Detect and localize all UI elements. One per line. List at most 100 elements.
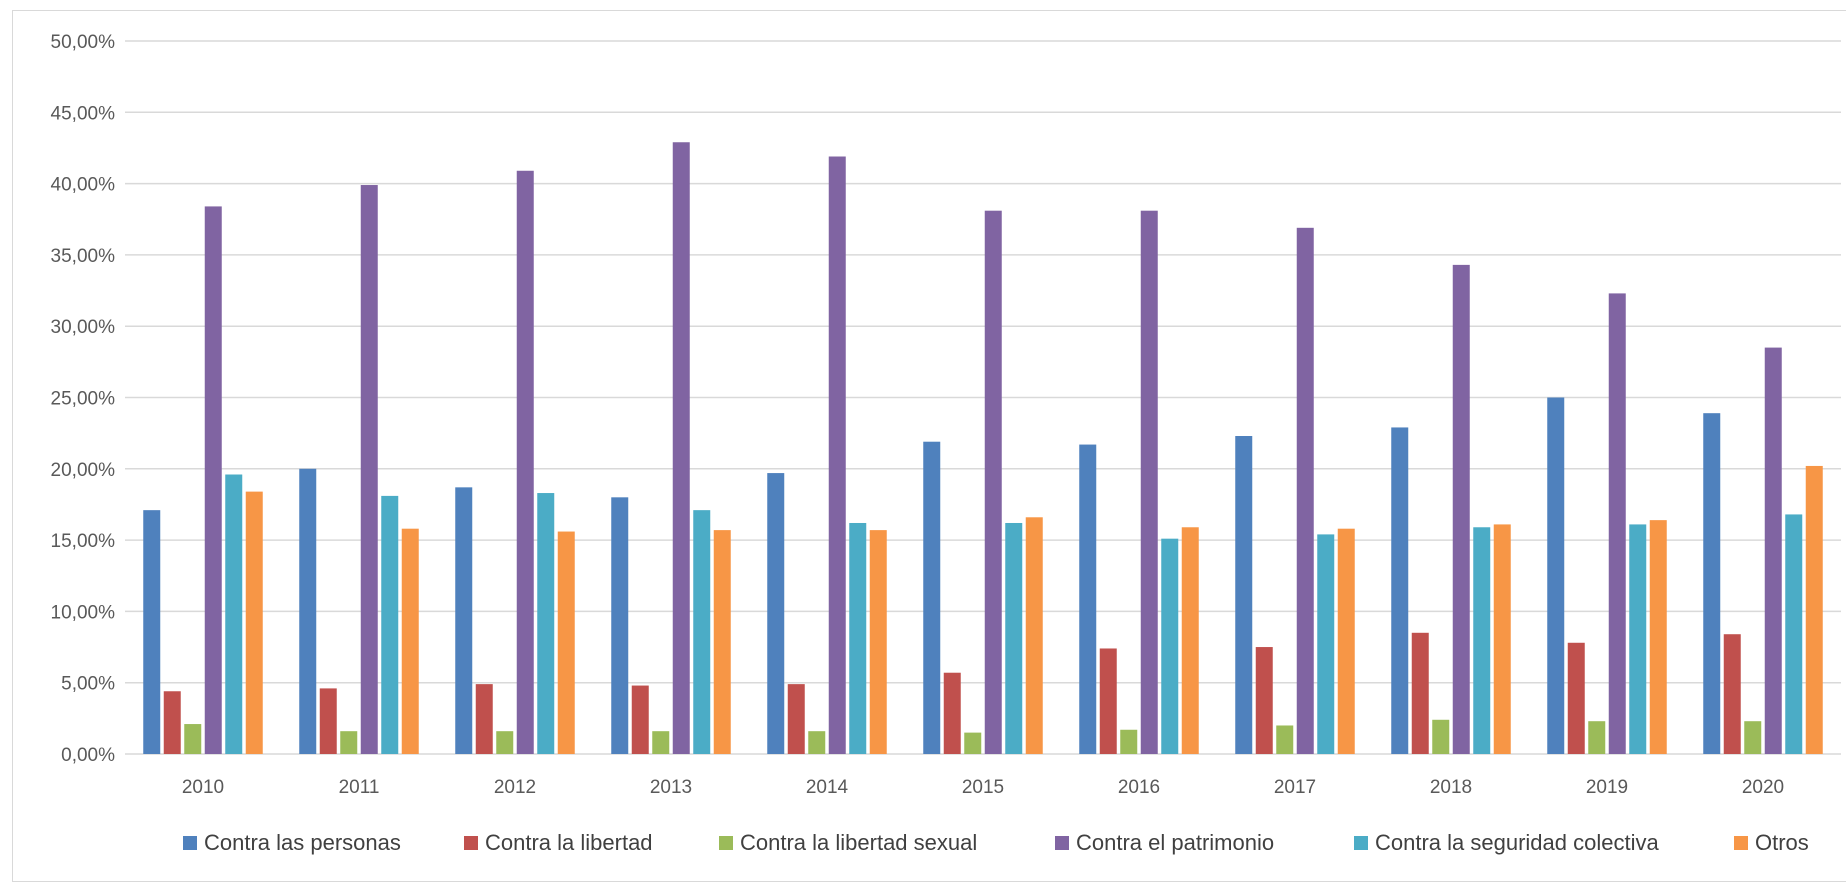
bar xyxy=(984,210,1002,755)
bar xyxy=(1493,524,1511,754)
bar xyxy=(1317,534,1335,754)
legend-swatch xyxy=(1055,836,1069,850)
bar xyxy=(631,685,649,754)
y-axis-ticks: 0,00% 5,00% 10,00% 15,00% 20,00% 25,00% 30,00%… xyxy=(51,32,116,766)
y-tick-label: 15,00% xyxy=(51,531,116,552)
bar xyxy=(1099,648,1117,754)
bar xyxy=(1764,347,1782,754)
x-tick-label: 2019 xyxy=(1586,777,1628,798)
bar xyxy=(828,156,846,755)
bar xyxy=(360,185,378,754)
bar xyxy=(672,142,690,755)
bar xyxy=(1452,264,1470,754)
x-tick-label: 2017 xyxy=(1274,777,1316,798)
legend-swatch xyxy=(1354,836,1368,850)
bar xyxy=(1337,528,1355,754)
y-tick-label: 0,00% xyxy=(61,745,115,766)
legend: Contra las personas Contra la libertad Con… xyxy=(183,830,1809,855)
legend-label: Otros xyxy=(1755,830,1809,855)
x-tick-label: 2015 xyxy=(962,777,1004,798)
y-tick-label: 10,00% xyxy=(51,602,116,623)
legend-swatch xyxy=(1734,836,1748,850)
bar xyxy=(1629,524,1647,754)
bar xyxy=(611,497,629,754)
bar xyxy=(245,491,263,754)
bar xyxy=(1140,210,1158,755)
x-tick-label: 2020 xyxy=(1742,777,1784,798)
legend-swatch xyxy=(183,836,197,850)
bar xyxy=(299,468,317,754)
x-tick-label: 2013 xyxy=(650,777,692,798)
bar xyxy=(204,206,222,754)
chart-svg: 0,00% 5,00% 10,00% 15,00% 20,00% 25,00% 30,00%… xyxy=(51,32,1841,855)
bar xyxy=(808,731,826,754)
bar xyxy=(537,493,555,754)
chart-area: 0,00% 5,00% 10,00% 15,00% 20,00% 25,00% 30,00%… xyxy=(12,10,1846,882)
bar xyxy=(1276,725,1294,754)
bar xyxy=(1473,527,1491,754)
bar xyxy=(1411,632,1429,754)
bar xyxy=(340,731,358,754)
bar xyxy=(923,441,941,754)
y-tick-label: 45,00% xyxy=(51,103,116,124)
bar xyxy=(1181,527,1199,754)
x-tick-label: 2011 xyxy=(339,777,380,798)
bar xyxy=(1005,522,1023,754)
bar xyxy=(1785,514,1803,754)
bars xyxy=(143,142,1823,755)
x-tick-label: 2014 xyxy=(806,777,849,798)
bar xyxy=(767,473,785,754)
bar xyxy=(475,684,493,754)
bar xyxy=(869,530,887,754)
bar xyxy=(1391,427,1409,754)
bar xyxy=(1120,729,1138,754)
legend-label: Contra la libertad sexual xyxy=(740,830,977,855)
bar xyxy=(225,474,243,754)
bar xyxy=(1235,436,1253,754)
x-axis-ticks: 2010 2011 2012 2013 2014 2015 2016 2017 2018 2019… xyxy=(182,777,1784,798)
bar xyxy=(1255,647,1273,754)
bar xyxy=(516,170,534,755)
bar xyxy=(713,530,731,754)
bar xyxy=(163,691,181,754)
legend-label: Contra la seguridad colectiva xyxy=(1375,830,1659,855)
bar xyxy=(143,510,161,754)
bar xyxy=(1079,444,1097,754)
bar xyxy=(319,688,337,754)
bar xyxy=(943,672,961,754)
y-tick-label: 50,00% xyxy=(51,32,116,53)
legend-label: Contra el patrimonio xyxy=(1076,830,1274,855)
bar xyxy=(1703,413,1721,754)
bar xyxy=(455,487,473,754)
bar xyxy=(1432,719,1450,754)
bar xyxy=(964,732,982,754)
bar xyxy=(1723,634,1741,754)
bar xyxy=(184,724,202,754)
bar xyxy=(693,510,711,754)
bar xyxy=(652,731,670,754)
bar xyxy=(1805,465,1823,754)
legend-label: Contra la libertad xyxy=(485,830,653,855)
legend-swatch xyxy=(464,836,478,850)
bar xyxy=(1744,721,1762,754)
x-tick-label: 2012 xyxy=(494,777,536,798)
legend-swatch xyxy=(719,836,733,850)
y-tick-label: 30,00% xyxy=(51,317,116,338)
bar xyxy=(401,528,419,754)
bar xyxy=(849,522,867,754)
bar xyxy=(496,731,514,754)
bar xyxy=(381,495,399,754)
y-tick-label: 25,00% xyxy=(51,389,116,410)
y-tick-label: 40,00% xyxy=(51,175,116,196)
bar xyxy=(1588,721,1606,754)
bar xyxy=(1649,520,1667,754)
y-tick-label: 5,00% xyxy=(61,674,115,695)
x-tick-label: 2016 xyxy=(1118,777,1160,798)
y-tick-label: 20,00% xyxy=(51,460,116,481)
bar xyxy=(1567,642,1585,754)
bar xyxy=(1608,293,1626,754)
bar xyxy=(1547,397,1565,754)
bar xyxy=(557,531,575,754)
x-tick-label: 2018 xyxy=(1430,777,1472,798)
bar xyxy=(1161,538,1179,754)
